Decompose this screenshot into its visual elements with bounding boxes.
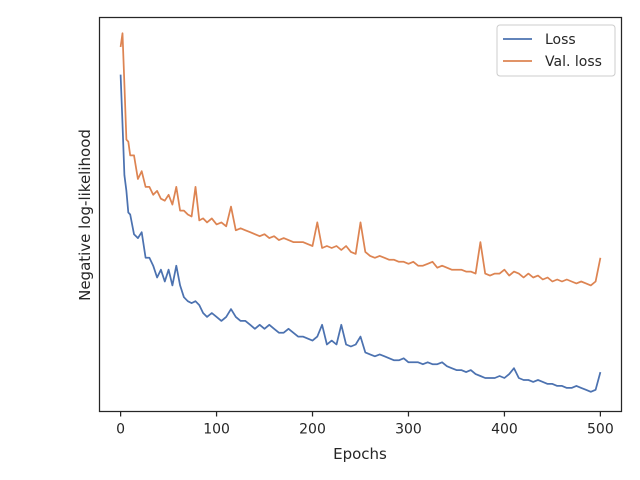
x-tick-label: 400 <box>491 422 518 438</box>
legend-box <box>496 24 616 77</box>
series-line <box>119 32 602 287</box>
plot-area <box>99 17 622 412</box>
x-tick-label: 0 <box>116 422 125 438</box>
plot-frame <box>98 16 623 413</box>
series-line <box>119 74 602 393</box>
series-group <box>119 32 602 393</box>
x-tick-label: 100 <box>203 422 230 438</box>
x-axis: 0 100 200 300 400 500 <box>116 411 614 438</box>
x-tick-label: 500 <box>587 422 614 438</box>
x-tick-label: 200 <box>299 422 326 438</box>
y-axis-label: Negative log-likelihood <box>76 129 94 301</box>
legend-label: Val. loss <box>545 54 602 70</box>
legend-label: Loss <box>545 32 576 48</box>
x-tick-label: 300 <box>395 422 422 438</box>
x-axis-label: Epochs <box>333 445 387 463</box>
legend: Loss Val. loss <box>496 24 616 77</box>
